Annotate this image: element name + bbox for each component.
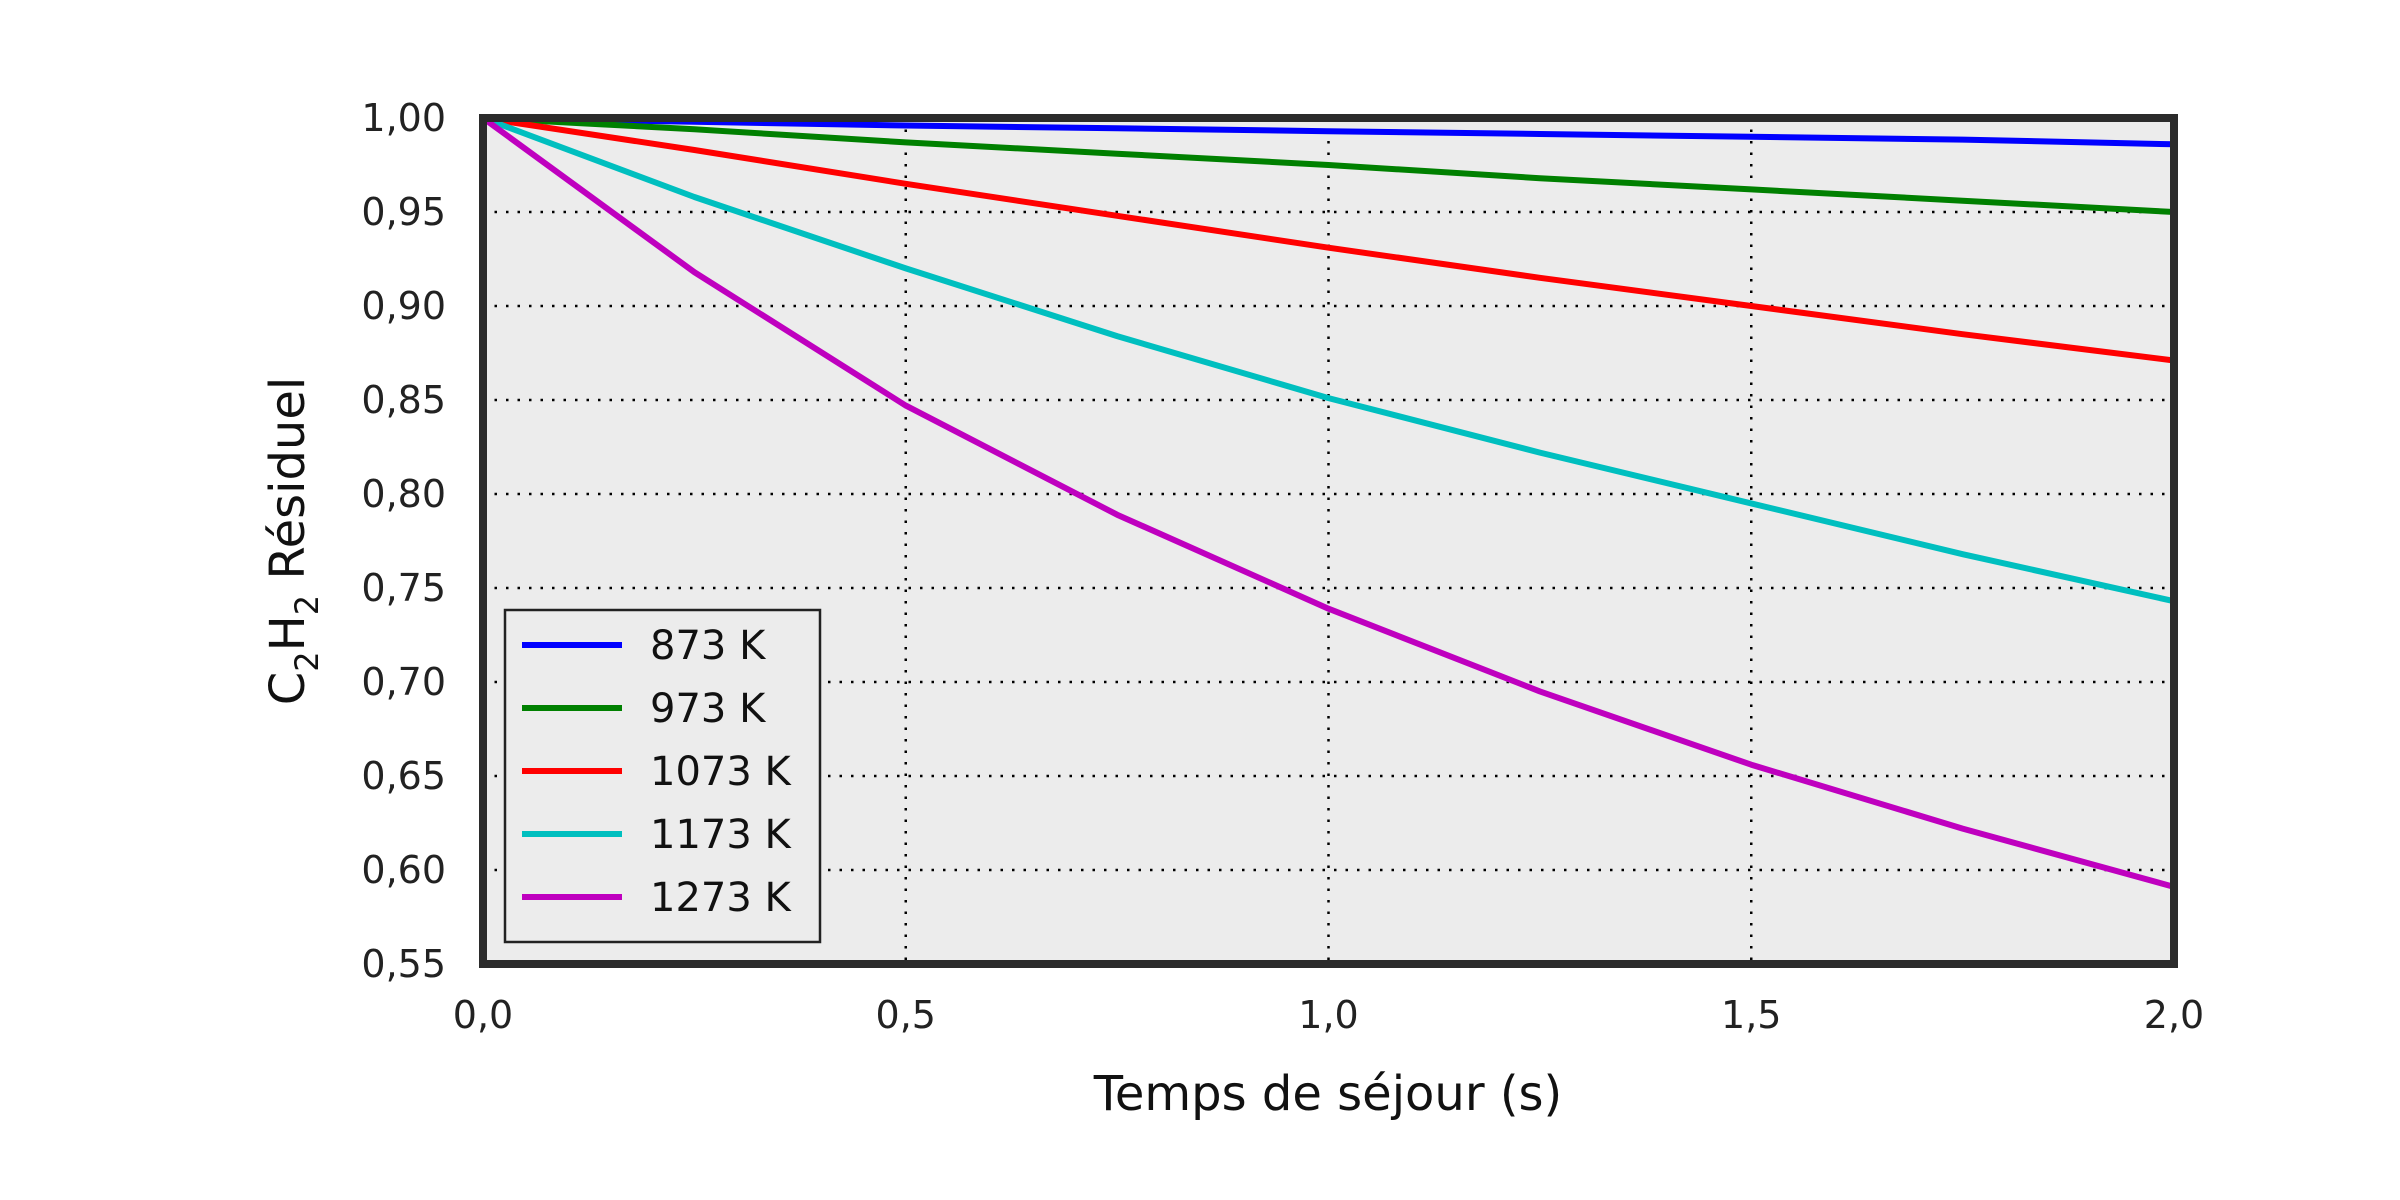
legend-label: 873 K [650, 623, 767, 669]
plot-frame [479, 114, 2178, 968]
legend-label: 1273 K [650, 875, 793, 921]
y-tick-label: 0,65 [361, 754, 446, 798]
y-axis-title-species2: H [260, 615, 316, 651]
x-tick-label: 1,5 [1721, 993, 1781, 1037]
y-tick-label: 0,95 [361, 190, 446, 234]
x-tick-labels: 0,0 0,5 1,0 1,5 2,0 [453, 993, 2204, 1037]
x-axis-title: Temps de séjour (s) [1093, 1066, 1563, 1122]
y-tick-label: 1,00 [361, 96, 446, 140]
series-line [481, 115, 2175, 605]
legend-box [503, 608, 822, 944]
legend-label: 1073 K [650, 749, 793, 795]
x-tick-label: 2,0 [2144, 993, 2204, 1037]
y-tick-label: 0,80 [361, 472, 446, 516]
y-axis-title-suffix: Résiduel [260, 377, 316, 595]
y-tick-label: 0,75 [361, 566, 446, 610]
series-line [481, 115, 2175, 890]
y-axis-title-species: C [260, 672, 316, 706]
y-axis-title: C2H2 Résiduel [260, 377, 326, 705]
series-line [482, 115, 2175, 364]
x-tick-label: 0,5 [876, 993, 936, 1037]
y-axis-title-sub1: 2 [288, 651, 326, 671]
y-tick-label: 0,90 [361, 284, 446, 328]
x-tick-label: 1,0 [1298, 993, 1358, 1037]
y-tick-label: 0,55 [361, 942, 446, 986]
y-tick-label: 0,85 [361, 378, 446, 422]
series-line [482, 115, 2175, 215]
y-tick-label: 0,60 [361, 848, 446, 892]
y-tick-label: 0,70 [361, 660, 446, 704]
y-axis-title-sub2: 2 [288, 595, 326, 615]
series-line [482, 115, 2175, 148]
legend-label: 973 K [650, 686, 767, 732]
legend: 873 K 973 K 1073 K 1173 K 1273 K [503, 608, 822, 944]
y-tick-labels: 0,55 0,60 0,65 0,70 0,75 0,80 0,85 0,90 0,95 1,00 [361, 96, 446, 986]
series-lines [481, 115, 2175, 890]
x-tick-label: 0,0 [453, 993, 513, 1037]
legend-label: 1173 K [650, 812, 793, 858]
legend-items: 873 K 973 K 1073 K 1173 K 1273 K [522, 623, 793, 921]
